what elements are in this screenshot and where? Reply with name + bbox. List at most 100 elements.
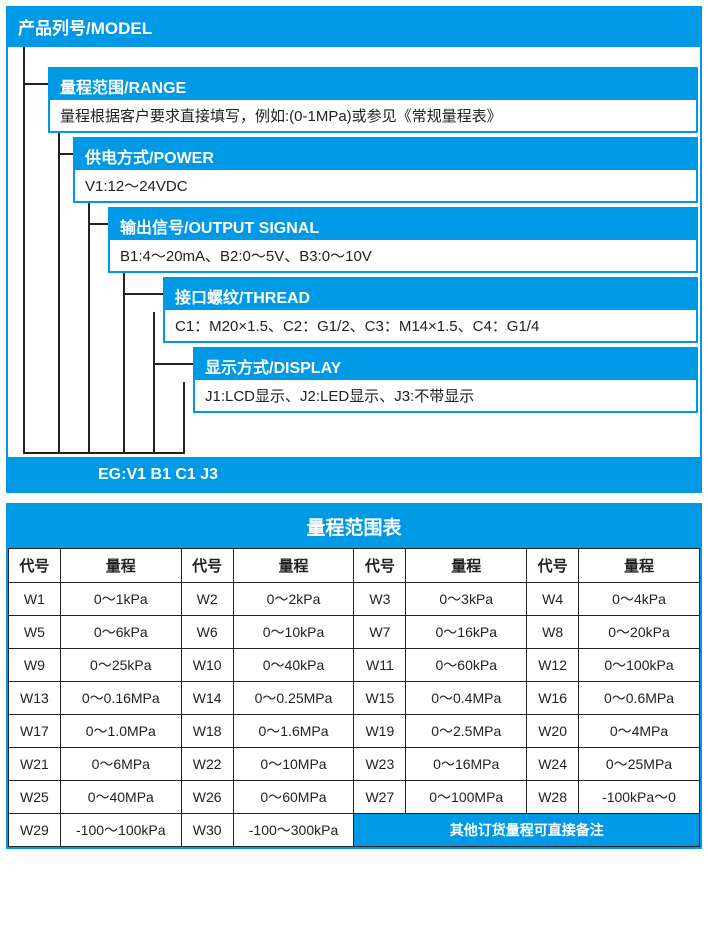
range-note-cell: 其他订货量程可直接备注: [354, 814, 700, 847]
table-cell: 0～3kPa: [406, 583, 527, 616]
table-cell: W21: [9, 748, 61, 781]
table-cell: W12: [527, 649, 579, 682]
table-cell: W19: [354, 715, 406, 748]
table-cell: 0～1.0MPa: [60, 715, 181, 748]
table-row: W10～1kPaW20～2kPaW30～3kPaW40～4kPa: [9, 583, 700, 616]
model-tree: 量程范围/RANGE 量程根据客户要求直接填写，例如:(0-1MPa)或参见《常…: [8, 47, 700, 457]
model-header: 产品列号/MODEL: [8, 8, 700, 47]
table-cell: 0～4kPa: [579, 583, 700, 616]
table-cell: 0～10kPa: [233, 616, 354, 649]
range-header-code: 代号: [527, 549, 579, 583]
range-header-range: 量程: [406, 549, 527, 583]
table-row: W90～25kPaW100～40kPaW110～60kPaW120～100kPa: [9, 649, 700, 682]
tree-hline-0: [23, 83, 48, 85]
tree-vline-0: [23, 47, 25, 452]
table-cell: W25: [9, 781, 61, 814]
tree-value-range: 量程根据客户要求直接填写，例如:(0-1MPa)或参见《常规量程表》: [48, 100, 698, 133]
table-cell: 0～6kPa: [60, 616, 181, 649]
table-cell: W17: [9, 715, 61, 748]
table-cell: 0～0.25MPa: [233, 682, 354, 715]
range-header-range: 量程: [579, 549, 700, 583]
table-cell: -100～300kPa: [233, 814, 354, 847]
table-cell: W14: [181, 682, 233, 715]
table-cell: 0～1kPa: [60, 583, 181, 616]
table-cell: 0～0.16MPa: [60, 682, 181, 715]
table-cell: W24: [527, 748, 579, 781]
table-cell: W4: [527, 583, 579, 616]
range-header-range: 量程: [233, 549, 354, 583]
table-cell: W30: [181, 814, 233, 847]
range-header-code: 代号: [181, 549, 233, 583]
table-cell: 0～6MPa: [60, 748, 181, 781]
tree-vline-3: [123, 242, 125, 452]
range-header-range: 量程: [60, 549, 181, 583]
table-cell: 0～40kPa: [233, 649, 354, 682]
table-row: W130～0.16MPaW140～0.25MPaW150～0.4MPaW160～…: [9, 682, 700, 715]
tree-hline-3: [123, 293, 163, 295]
table-cell: W13: [9, 682, 61, 715]
tree-value-output: B1:4～20mA、B2:0～5V、B3:0～10V: [108, 240, 698, 273]
table-cell: 0～60kPa: [406, 649, 527, 682]
tree-hline-2: [88, 223, 108, 225]
table-cell: -100～100kPa: [60, 814, 181, 847]
table-cell: W20: [527, 715, 579, 748]
table-cell: 0～16MPa: [406, 748, 527, 781]
table-cell: 0～100MPa: [406, 781, 527, 814]
table-cell: 0～20kPa: [579, 616, 700, 649]
range-table-panel: 量程范围表 代号 量程 代号 量程 代号 量程 代号 量程 W10～1kPaW2…: [6, 503, 702, 849]
table-cell: W10: [181, 649, 233, 682]
table-cell: W16: [527, 682, 579, 715]
table-cell: 0～1.6MPa: [233, 715, 354, 748]
table-cell: W3: [354, 583, 406, 616]
table-cell: W6: [181, 616, 233, 649]
tree-vline-4: [153, 312, 155, 452]
table-cell: W8: [527, 616, 579, 649]
tree-value-thread: C1：M20×1.5、C2：G1/2、C3：M14×1.5、C4：G1/4: [163, 310, 698, 343]
table-cell: 0～40MPa: [60, 781, 181, 814]
table-cell: W29: [9, 814, 61, 847]
table-cell: W28: [527, 781, 579, 814]
model-example: EG:V1 B1 C1 J3: [8, 457, 700, 491]
tree-vline-2: [88, 172, 90, 452]
table-row: W50～6kPaW60～10kPaW70～16kPaW80～20kPa: [9, 616, 700, 649]
table-cell: W11: [354, 649, 406, 682]
table-cell: W27: [354, 781, 406, 814]
range-table: 代号 量程 代号 量程 代号 量程 代号 量程 W10～1kPaW20～2kPa…: [8, 548, 700, 847]
table-row: W29-100～100kPaW30-100～300kPa其他订货量程可直接备注: [9, 814, 700, 847]
table-row: W210～6MPaW220～10MPaW230～16MPaW240～25MPa: [9, 748, 700, 781]
table-cell: W26: [181, 781, 233, 814]
table-cell: W18: [181, 715, 233, 748]
tree-hline-1: [58, 153, 73, 155]
table-cell: W7: [354, 616, 406, 649]
table-cell: 0～25MPa: [579, 748, 700, 781]
table-cell: W22: [181, 748, 233, 781]
table-cell: 0～16kPa: [406, 616, 527, 649]
tree-value-display: J1:LCD显示、J2:LED显示、J3:不带显示: [193, 380, 698, 413]
table-cell: W15: [354, 682, 406, 715]
table-cell: 0～2kPa: [233, 583, 354, 616]
range-header-code: 代号: [354, 549, 406, 583]
table-cell: 0～10MPa: [233, 748, 354, 781]
table-cell: W1: [9, 583, 61, 616]
table-cell: 0～2.5MPa: [406, 715, 527, 748]
table-cell: 0～60MPa: [233, 781, 354, 814]
table-cell: -100kPa～0: [579, 781, 700, 814]
table-cell: 0～100kPa: [579, 649, 700, 682]
range-header-row: 代号 量程 代号 量程 代号 量程 代号 量程: [9, 549, 700, 583]
table-cell: 0～0.6MPa: [579, 682, 700, 715]
table-row: W170～1.0MPaW180～1.6MPaW190～2.5MPaW200～4M…: [9, 715, 700, 748]
table-cell: W23: [354, 748, 406, 781]
model-spec-panel: 产品列号/MODEL 量程范围/RANGE 量程根据客户要求直接填写，例如:(0…: [6, 6, 702, 493]
tree-hline-4: [153, 363, 193, 365]
table-cell: 0～4MPa: [579, 715, 700, 748]
table-cell: W2: [181, 583, 233, 616]
tree-hline-bottom: [23, 452, 185, 454]
range-header-code: 代号: [9, 549, 61, 583]
table-cell: W5: [9, 616, 61, 649]
table-cell: W9: [9, 649, 61, 682]
table-cell: 0～0.4MPa: [406, 682, 527, 715]
tree-value-power: V1:12～24VDC: [73, 170, 698, 203]
table-cell: 0～25kPa: [60, 649, 181, 682]
tree-vline-5: [183, 382, 185, 452]
range-table-title: 量程范围表: [8, 505, 700, 548]
